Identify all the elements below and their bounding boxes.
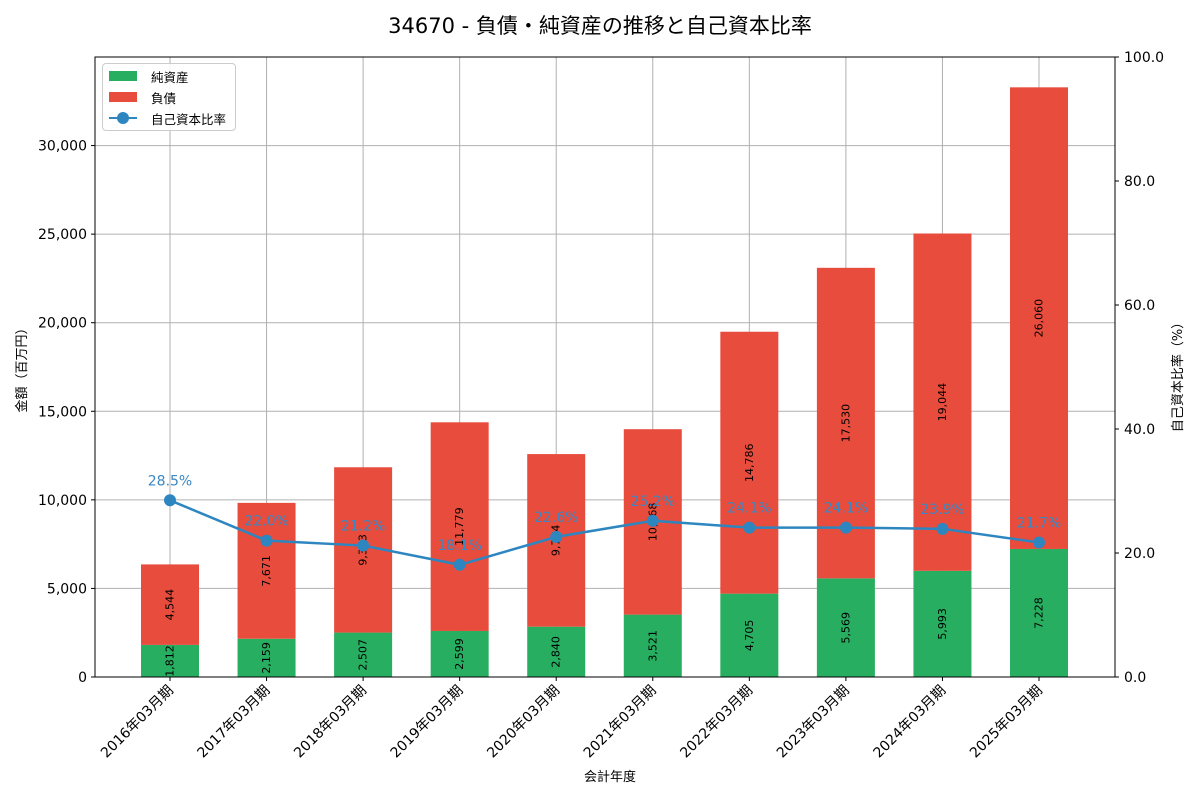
equity-ratio-marker — [743, 521, 756, 534]
bar-net-assets — [623, 614, 682, 677]
x-tick-label: 2020年03月期 — [484, 683, 563, 762]
x-tick-label: 2023年03月期 — [774, 683, 853, 762]
legend-label: 純資産 — [151, 69, 189, 85]
legend-item-liabilities: 負債 — [109, 88, 176, 106]
equity-ratio-line — [169, 499, 1040, 567]
bar-net-assets — [430, 630, 489, 677]
bar-value-label: 2,159 — [260, 642, 273, 674]
bar-liabilities — [430, 422, 489, 631]
legend-label: 負債 — [151, 90, 177, 106]
x-tick-label: 2021年03月期 — [581, 683, 660, 762]
equity-ratio-label: 24.1% — [727, 501, 771, 517]
bar-liabilities — [913, 233, 972, 571]
right-tick-label: 80.0 — [1124, 174, 1155, 190]
equity-ratio-marker — [1033, 536, 1045, 549]
bar-value-label: 2,599 — [453, 638, 466, 670]
bar-net-assets — [141, 644, 199, 677]
bar-value-label: 11,779 — [453, 507, 466, 546]
bar-value-label: 3,521 — [646, 630, 659, 662]
equity-ratio-marker — [550, 530, 563, 543]
chart-title: 34670 - 負債・純資産の推移と自己資本比率 — [388, 14, 812, 38]
line-marker-icon — [109, 112, 137, 124]
x-tick-label: 2025年03月期 — [967, 683, 1046, 762]
bar-value-label: 17,530 — [839, 404, 852, 443]
bar-net-assets — [334, 632, 393, 677]
bar-net-assets — [527, 626, 586, 677]
x-tick-label: 2022年03月期 — [677, 683, 756, 762]
x-tick-label: 2018年03月期 — [291, 683, 370, 762]
right-tick-label: 40.0 — [1124, 422, 1155, 438]
equity-ratio-label: 18.1% — [437, 538, 481, 554]
equity-ratio-marker — [646, 514, 659, 527]
x-tick-label: 2019年03月期 — [388, 683, 467, 762]
bar-net-assets — [720, 593, 779, 677]
legend: 純資産 負債 自己資本比率 — [102, 63, 236, 131]
left-tick-label: 15,000 — [38, 404, 87, 420]
equity-ratio-label: 28.5% — [148, 473, 192, 489]
equity-ratio-label: 21.2% — [341, 519, 385, 535]
equity-ratio-label: 24.1% — [824, 501, 868, 517]
bar-value-label: 26,060 — [1033, 299, 1046, 338]
y-axis-left-title: 金額（百万円） — [14, 321, 30, 412]
equity-ratio-label: 23.9% — [920, 502, 964, 518]
x-tick-label: 2016年03月期 — [98, 683, 177, 762]
left-tick-label: 0 — [78, 670, 87, 686]
bar-value-label: 4,544 — [164, 589, 177, 621]
right-tick-label: 20.0 — [1124, 546, 1155, 562]
left-tick-label: 10,000 — [38, 493, 87, 509]
equity-ratio-label: 22.6% — [534, 510, 578, 526]
legend-item-net-assets: 純資産 — [109, 67, 189, 85]
right-tick-label: 100.0 — [1124, 50, 1164, 66]
bar-liabilities — [141, 564, 199, 645]
bar-liabilities — [1010, 87, 1068, 549]
bar-value-label: 7,228 — [1033, 597, 1046, 629]
bar-net-assets — [237, 638, 296, 677]
bar-value-label: 4,705 — [743, 620, 756, 652]
net-assets-swatch-icon — [109, 71, 137, 81]
left-tick-label: 30,000 — [38, 139, 87, 155]
left-tick-label: 5,000 — [47, 581, 87, 597]
equity-ratio-marker — [260, 534, 273, 547]
equity-ratio-label: 25.2% — [631, 494, 675, 510]
legend-label: 自己資本比率 — [151, 111, 227, 127]
left-tick-label: 20,000 — [38, 316, 87, 332]
plot-frame — [94, 56, 1116, 678]
bar-value-label: 2,840 — [550, 636, 563, 668]
bar-value-label: 1,812 — [164, 645, 177, 677]
equity-ratio-marker — [936, 522, 949, 535]
y-axis-right-title: 自己資本比率（%） — [1170, 316, 1186, 432]
right-tick-label: 0.0 — [1124, 670, 1146, 686]
x-tick-label: 2024年03月期 — [870, 683, 949, 762]
equity-ratio-label: 22.0% — [244, 514, 288, 530]
equity-ratio-marker — [164, 494, 176, 507]
legend-item-equity-ratio: 自己資本比率 — [109, 109, 226, 127]
equity-ratio-marker — [453, 558, 466, 571]
equity-ratio-marker — [839, 521, 852, 534]
bar-net-assets — [913, 570, 972, 677]
bar-value-label: 5,993 — [936, 608, 949, 640]
bar-value-label: 5,569 — [839, 612, 852, 644]
bar-value-label: 14,786 — [743, 443, 756, 482]
bar-net-assets — [1010, 548, 1068, 677]
bar-value-label: 7,671 — [260, 555, 273, 587]
bar-value-label: 2,507 — [357, 639, 370, 671]
liabilities-swatch-icon — [109, 92, 137, 102]
bar-liabilities — [237, 502, 296, 639]
x-tick-label: 2017年03月期 — [195, 683, 274, 762]
bar-value-label: 19,044 — [936, 383, 949, 422]
equity-ratio-label: 21.7% — [1017, 515, 1061, 531]
equity-ratio-marker — [357, 539, 370, 552]
bar-liabilities — [720, 331, 779, 594]
x-axis-title: 会計年度 — [584, 769, 636, 785]
right-tick-label: 60.0 — [1124, 298, 1155, 314]
bar-net-assets — [816, 578, 875, 677]
left-tick-label: 25,000 — [38, 227, 87, 243]
